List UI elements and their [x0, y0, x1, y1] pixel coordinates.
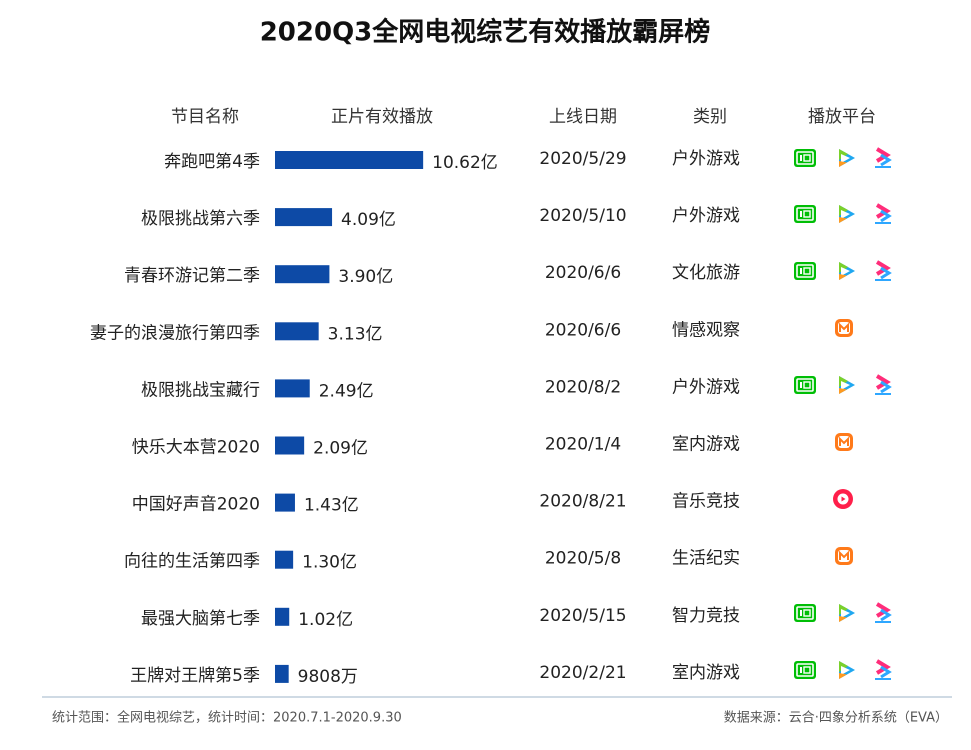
value-label: 1.43亿: [304, 496, 359, 516]
value-label: 10.62亿: [432, 153, 498, 173]
genre: 智力竞技: [672, 606, 740, 626]
program-name: 青春环游记第二季: [124, 266, 260, 286]
launch-date: 2020/6/6: [545, 320, 621, 340]
launch-date: 2020/1/4: [545, 435, 621, 455]
genre: 户外游戏: [672, 149, 740, 169]
bar: [275, 265, 330, 284]
bar: [275, 493, 295, 512]
bar: [275, 379, 310, 398]
launch-date: 2020/2/21: [539, 663, 626, 683]
program-name: 中国好声音2020: [132, 495, 260, 515]
bar: [275, 664, 289, 683]
column-header: 正片有效播放: [331, 107, 433, 127]
genre: 室内游戏: [672, 435, 740, 455]
launch-date: 2020/8/2: [545, 377, 621, 397]
program-name: 最强大脑第七季: [141, 609, 260, 629]
program-name: 极限挑战第六季: [141, 209, 260, 229]
value-label: 3.90亿: [338, 267, 393, 287]
genre: 生活纪实: [672, 549, 740, 569]
value-label: 2.49亿: [319, 381, 374, 401]
bar: [275, 208, 333, 227]
bar: [275, 550, 294, 569]
program-name: 极限挑战宝藏行: [141, 380, 260, 400]
genre: 情感观察: [672, 320, 740, 340]
bar: [275, 151, 424, 169]
launch-date: 2020/5/8: [545, 549, 621, 569]
value-label: 2.09亿: [313, 439, 368, 459]
footer-source: 数据来源：云合·四象分析系统（EVA）: [724, 711, 948, 726]
launch-date: 2020/5/15: [539, 606, 626, 626]
chart-title: 2020Q3全网电视综艺有效播放霸屏榜: [260, 17, 711, 48]
column-header: 节目名称: [171, 107, 239, 127]
genre: 音乐竞技: [672, 492, 740, 512]
program-name: 快乐大本营2020: [132, 438, 260, 458]
value-label: 9808万: [298, 667, 358, 687]
bar: [275, 607, 290, 626]
bar: [275, 322, 319, 341]
program-name: 奔跑吧第4季: [164, 152, 260, 172]
genre: 户外游戏: [672, 377, 740, 397]
value-label: 3.13亿: [328, 324, 383, 344]
column-header: 类别: [693, 107, 727, 127]
footer-note: 统计范围：全网电视综艺，统计时间：2020.7.1-2020.9.30: [52, 710, 402, 726]
program-name: 妻子的浪漫旅行第四季: [90, 323, 260, 343]
genre: 室内游戏: [672, 663, 740, 683]
program-name: 向往的生活第四季: [124, 552, 260, 572]
launch-date: 2020/8/21: [539, 492, 626, 512]
column-header: 上线日期: [549, 107, 617, 127]
value-label: 1.30亿: [302, 553, 357, 573]
column-header: 播放平台: [808, 107, 876, 127]
genre: 户外游戏: [672, 206, 740, 226]
genre: 文化旅游: [672, 263, 740, 283]
launch-date: 2020/5/29: [539, 149, 626, 169]
value-label: 4.09亿: [341, 210, 396, 230]
program-name: 王牌对王牌第5季: [130, 666, 260, 686]
launch-date: 2020/6/6: [545, 263, 621, 283]
launch-date: 2020/5/10: [539, 206, 626, 226]
value-label: 1.02亿: [298, 610, 353, 630]
bar: [275, 436, 305, 455]
platform-icons: [794, 147, 893, 681]
